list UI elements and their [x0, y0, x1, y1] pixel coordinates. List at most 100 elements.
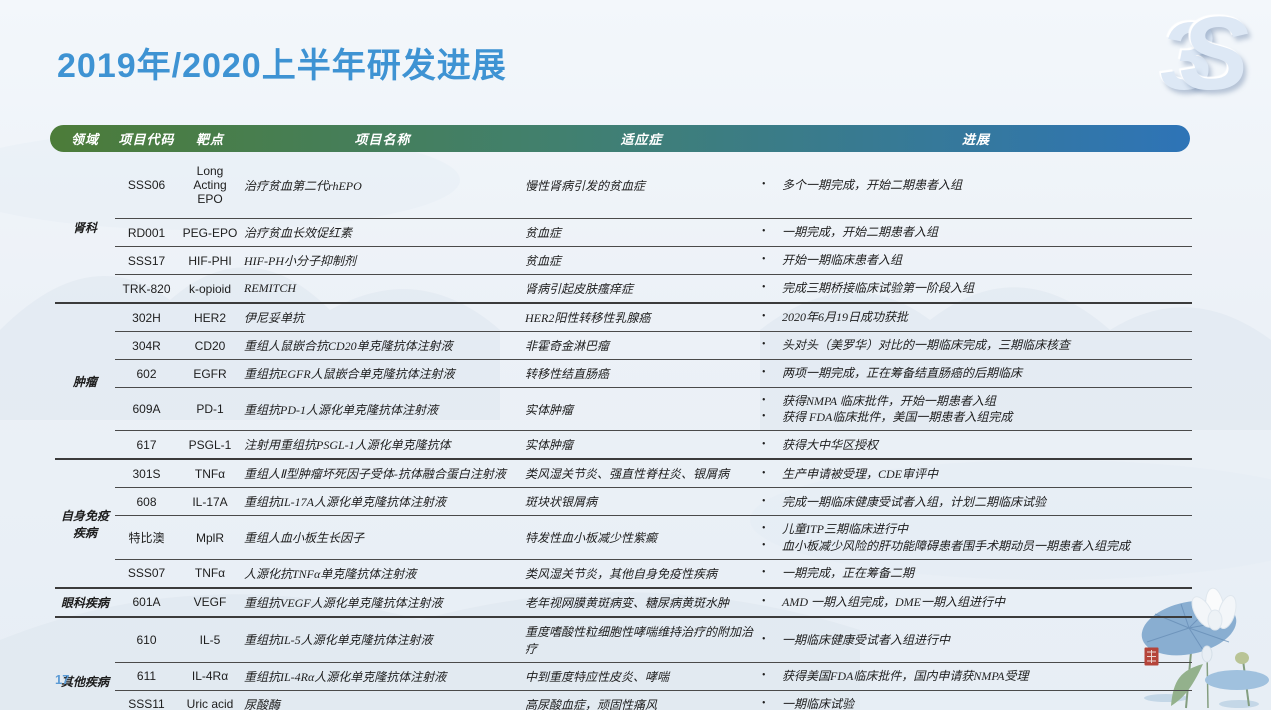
progress-line: • 2020年6月19日成功获批	[762, 309, 1190, 325]
field-cell: 自身免疫疾病	[55, 459, 115, 589]
progress-line: • 头对头（美罗华）对比的一期临床完成，三期临床核查	[762, 337, 1190, 353]
name-cell: 重组人鼠嵌合抗CD20单克隆抗体注射液	[242, 331, 523, 360]
name-cell: 重组人Ⅱ型肿瘤坏死因子受体-抗体融合蛋白注射液	[242, 459, 523, 489]
progress-text: 血小板减少风险的肝功能障碍患者围手术期动员一期患者入组完成	[782, 538, 1131, 553]
bullet-icon: •	[762, 282, 766, 294]
target-cell: HIF-PHI	[178, 246, 242, 275]
indication-cell: HER2阳性转移性乳腺癌	[523, 303, 760, 332]
progress-line: • 两项一期完成，正在筹备结直肠癌的后期临床	[762, 365, 1190, 381]
progress-line: • 获得美国FDA临床批件，国内申请获NMPA受理	[762, 668, 1190, 684]
name-cell: 重组抗EGFR人鼠嵌合单克隆抗体注射液	[242, 359, 523, 388]
progress-line: • AMD 一期入组完成，DME一期入组进行中	[762, 594, 1190, 610]
table-row: 眼科疾病 601A VEGF 重组抗VEGF人源化单克隆抗体注射液 老年视网膜黄斑病变、…	[55, 587, 1192, 618]
progress-line: • 多个一期完成，开始二期患者入组	[762, 177, 1190, 193]
target-cell: TNFα	[178, 559, 242, 589]
bullet-icon: •	[762, 367, 766, 379]
indication-cell: 转移性结直肠癌	[523, 359, 760, 388]
progress-cell: • AMD 一期入组完成，DME一期入组进行中	[760, 587, 1192, 618]
bullet-icon: •	[762, 438, 766, 450]
indication-cell: 实体肿瘤	[523, 430, 760, 461]
table-row: 611 IL-4Rα 重组抗IL-4Rα人源化单克隆抗体注射液 中到重度特应性皮炎、哮…	[55, 662, 1192, 691]
indication-cell: 贫血症	[523, 218, 760, 247]
progress-cell: • 一期完成，开始二期患者入组	[760, 218, 1192, 247]
table-row: 肾科 SSS06 Long Acting EPO 治疗贫血第二代rhEPO 慢性肾病引发…	[55, 152, 1192, 304]
indication-cell: 贫血症	[523, 246, 760, 275]
progress-line: • 开始一期临床患者入组	[762, 252, 1190, 268]
table-row: 304R CD20 重组人鼠嵌合抗CD20单克隆抗体注射液 非霍奇金淋巴瘤 • 头对头（美…	[55, 331, 1192, 360]
table-row: SSS11 Uric acid 尿酸酶 高尿酸血症，顽固性痛风 • 一期临床试验	[55, 690, 1192, 710]
progress-cell: • 获得大中华区授权	[760, 430, 1192, 461]
progress-cell: • 多个一期完成，开始二期患者入组	[760, 152, 1192, 219]
target-cell: Long Acting EPO	[178, 152, 242, 219]
target-cell: TNFα	[178, 459, 242, 489]
progress-text: 完成三期桥接临床试验第一阶段入组	[782, 281, 975, 296]
table-row: 自身免疫疾病 301S TNFα 重组人Ⅱ型肿瘤坏死因子受体-抗体融合蛋白注射液 类风湿…	[55, 459, 1192, 589]
column-header-indication: 适应症	[620, 132, 663, 147]
field-cell: 肿瘤	[55, 303, 115, 461]
field-cell: 肾科	[55, 152, 115, 304]
table-row: 特比澳 MplR 重组人血小板生长因子 特发性血小板减少性紫癜 • 儿童ITP三期临床进行…	[55, 515, 1192, 560]
progress-line: • 儿童ITP三期临床进行中	[762, 521, 1190, 537]
progress-line: • 一期临床试验	[762, 696, 1190, 710]
progress-line: • 获得 FDA临床批件，美国一期患者入组完成	[762, 409, 1190, 425]
progress-text: 一期临床试验	[782, 697, 855, 710]
progress-text: 生产申请被受理，CDE审评中	[782, 466, 939, 481]
name-cell: 治疗贫血第二代rhEPO	[242, 152, 523, 219]
table-row: 608 IL-17A 重组抗IL-17A人源化单克隆抗体注射液 斑块状银屑病 • 完成一期…	[55, 487, 1192, 517]
progress-text: AMD 一期入组完成，DME一期入组进行中	[782, 595, 1005, 610]
bullet-icon: •	[762, 633, 766, 645]
target-cell: PSGL-1	[178, 430, 242, 461]
progress-cell: • 开始一期临床患者入组	[760, 246, 1192, 275]
bullet-icon: •	[762, 698, 766, 710]
code-cell: 617	[115, 430, 178, 461]
progress-line: • 血小板减少风险的肝功能障碍患者围手术期动员一期患者入组完成	[762, 538, 1190, 554]
progress-line: • 一期完成，开始二期患者入组	[762, 224, 1190, 240]
table-header-row: 领域 项目代码 靶点 项目名称 适应症 进展	[50, 125, 1192, 152]
table-row: 617 PSGL-1 注射用重组抗PSGL-1人源化单克隆抗体 实体肿瘤 • 获得大中华区…	[55, 430, 1192, 461]
target-cell: VEGF	[178, 587, 242, 618]
indication-cell: 非霍奇金淋巴瘤	[523, 331, 760, 360]
target-cell: CD20	[178, 331, 242, 360]
progress-cell: • 两项一期完成，正在筹备结直肠癌的后期临床	[760, 359, 1192, 388]
bullet-icon: •	[762, 395, 766, 406]
name-cell: 治疗贫血长效促红素	[242, 218, 523, 247]
name-cell: 重组抗PD-1人源化单克隆抗体注射液	[242, 387, 523, 432]
logo-char-s: S	[1179, 0, 1249, 112]
indication-cell: 重度嗜酸性粒细胞性哮喘维持治疗的附加治疗	[523, 616, 760, 663]
progress-cell: • 生产申请被受理，CDE审评中	[760, 459, 1192, 489]
logo-3s: 3S	[1160, 2, 1249, 106]
progress-line: • 完成三期桥接临床试验第一阶段入组	[762, 280, 1190, 296]
name-cell: 重组抗IL-17A人源化单克隆抗体注射液	[242, 487, 523, 517]
code-cell: 611	[115, 662, 178, 691]
name-cell: HIF-PH小分子抑制剂	[242, 246, 523, 275]
code-cell: 601A	[115, 587, 178, 618]
code-cell: SSS06	[115, 152, 178, 219]
table-row: SSS07 TNFα 人源化抗TNFα单克隆抗体注射液 类风湿关节炎，其他自身免疫性疾…	[55, 559, 1192, 589]
target-cell: IL-5	[178, 616, 242, 663]
field-cell: 眼科疾病	[55, 587, 115, 618]
table-row: RD001 PEG-EPO 治疗贫血长效促红素 贫血症 • 一期完成，开始二期患者入组	[55, 218, 1192, 247]
progress-cell: • 一期完成，正在筹备二期	[760, 559, 1192, 589]
indication-cell: 特发性血小板减少性紫癜	[523, 515, 760, 560]
progress-cell: • 获得NMPA 临床批件，开始一期患者入组 • 获得 FDA临床批件，美国一期患者入…	[760, 387, 1192, 432]
indication-cell: 实体肿瘤	[523, 387, 760, 432]
bullet-icon: •	[762, 567, 766, 579]
name-cell: 重组人血小板生长因子	[242, 515, 523, 560]
progress-text: 儿童ITP三期临床进行中	[782, 522, 909, 537]
code-cell: SSS11	[115, 690, 178, 710]
code-cell: 602	[115, 359, 178, 388]
table-row: 肿瘤 302H HER2 伊尼妥单抗 HER2阳性转移性乳腺癌 • 2020年6月19日成功…	[55, 303, 1192, 461]
code-cell: 301S	[115, 459, 178, 489]
bullet-icon: •	[762, 178, 766, 190]
bullet-icon: •	[762, 411, 766, 423]
progress-cell: • 2020年6月19日成功获批	[760, 303, 1192, 332]
bullet-icon: •	[762, 596, 766, 608]
table-row: TRK-820 k-opioid REMITCH 肾病引起皮肤瘙痒症 • 完成三期桥接临床…	[55, 274, 1192, 304]
field-cell: 其他疾病	[55, 616, 115, 710]
page-title: 2019年/2020上半年研发进展	[57, 47, 507, 85]
name-cell: REMITCH	[242, 274, 523, 304]
indication-cell: 肾病引起皮肤瘙痒症	[523, 274, 760, 304]
code-cell: SSS07	[115, 559, 178, 589]
table-row: 609A PD-1 重组抗PD-1人源化单克隆抗体注射液 实体肿瘤 • 获得NMPA 临床…	[55, 387, 1192, 432]
